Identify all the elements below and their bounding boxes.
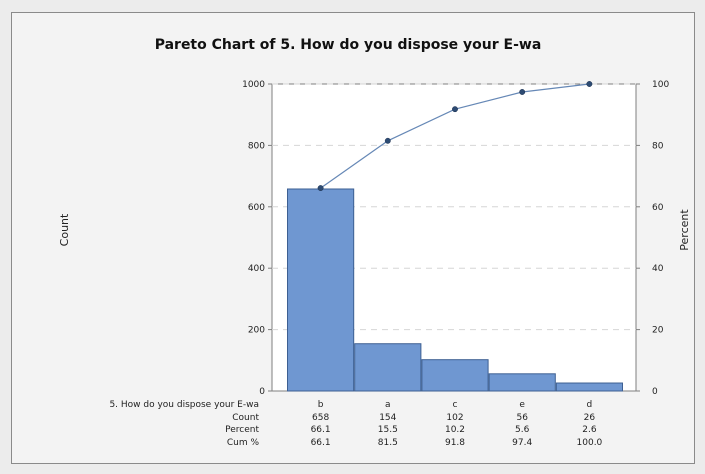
table-value: 154 (379, 413, 396, 423)
pareto-bar (354, 343, 422, 392)
pareto-bar (488, 373, 556, 392)
right-tick-label: 0 (652, 387, 658, 397)
right-tick-label: 40 (652, 264, 664, 274)
table-value: 66.1 (311, 425, 331, 435)
pareto-bar (287, 188, 355, 392)
category-label: a (385, 400, 391, 410)
plot-layer: 0 200 400 600 800 1000 0 20 40 60 80 100 (242, 80, 669, 397)
cumulative-point (317, 185, 324, 192)
table-value: 10.2 (445, 425, 465, 435)
left-tick-label: 400 (248, 264, 265, 274)
right-tick-label: 60 (652, 203, 664, 213)
table-value: 100.0 (577, 438, 603, 448)
cumulative-point (452, 106, 458, 113)
table-row-label: Cum % (227, 438, 260, 448)
x-axis-title: 5. How do you dispose your E-wa (109, 400, 259, 410)
category-label: d (587, 400, 593, 410)
left-tick-label: 1000 (242, 80, 265, 90)
left-tick-label: 200 (248, 326, 265, 336)
table-value: 5.6 (515, 425, 530, 435)
data-table: 5. How do you dispose your E-wa b a c e d Coun… (109, 400, 602, 448)
right-tick-label: 80 (652, 141, 664, 151)
category-label: c (453, 400, 458, 410)
table-value: 91.8 (445, 438, 465, 448)
left-tick-label: 0 (259, 387, 265, 397)
right-axis-label: Percent (678, 209, 691, 251)
cumulative-point (519, 89, 526, 95)
category-label: b (318, 400, 324, 410)
cumulative-point (384, 137, 391, 144)
pareto-bar (421, 359, 489, 392)
table-value: 56 (516, 413, 528, 423)
table-value: 15.5 (378, 425, 398, 435)
table-value: 102 (446, 413, 463, 423)
left-tick-label: 800 (248, 141, 265, 151)
chart-title: Pareto Chart of 5. How do you dispose yo… (155, 37, 542, 53)
table-row-label: Percent (225, 425, 259, 435)
table-value: 658 (312, 413, 329, 423)
table-value: 97.4 (512, 438, 532, 448)
right-tick-label: 100 (652, 80, 669, 90)
category-label: e (519, 400, 525, 410)
table-value: 66.1 (311, 438, 331, 448)
left-axis-label: Count (58, 213, 71, 246)
table-value: 81.5 (378, 438, 398, 448)
table-value: 2.6 (582, 425, 597, 435)
left-tick-label: 600 (248, 203, 265, 213)
table-value: 26 (584, 413, 596, 423)
pareto-bar (555, 382, 623, 392)
right-tick-label: 20 (652, 326, 664, 336)
table-row-label: Count (232, 413, 259, 423)
cumulative-point (586, 81, 593, 87)
